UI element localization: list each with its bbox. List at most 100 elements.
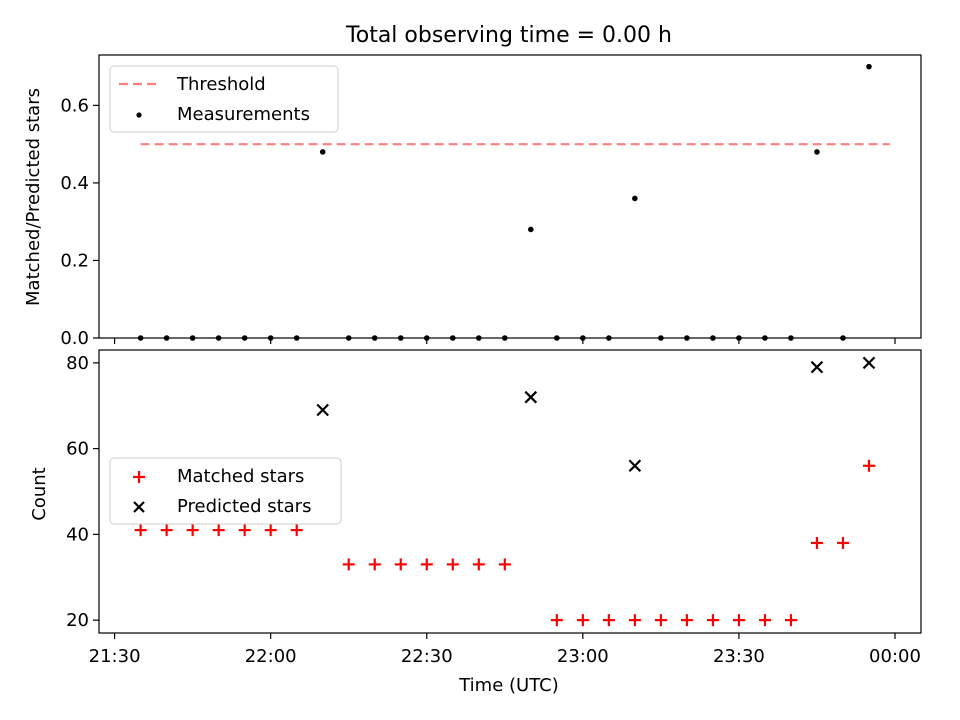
measurement-point bbox=[215, 335, 222, 341]
legend-measurements-marker bbox=[136, 112, 142, 118]
bottom-plot-frame bbox=[98, 349, 922, 634]
matched-star-point bbox=[602, 614, 615, 627]
x-tick-label: 21:30 bbox=[89, 646, 141, 667]
measurement-point bbox=[788, 335, 794, 341]
measurement-point bbox=[554, 335, 560, 341]
matched-star-point bbox=[810, 536, 823, 549]
x-tick-label: 23:30 bbox=[713, 646, 765, 667]
measurement-point bbox=[710, 335, 716, 341]
measurement-point bbox=[319, 149, 326, 155]
x-tick-label: 22:00 bbox=[245, 646, 297, 667]
measurement-point bbox=[762, 335, 768, 341]
legend-measurements-label: Measurements bbox=[177, 104, 310, 125]
matched-star-point bbox=[472, 558, 485, 571]
x-tick-label: 00:00 bbox=[869, 646, 921, 667]
matched-star-point bbox=[290, 524, 303, 537]
top-y-axis-label: Matched/Predicted stars bbox=[23, 88, 44, 306]
matched-star-point bbox=[186, 524, 199, 537]
measurement-point bbox=[293, 335, 300, 341]
measurement-point bbox=[449, 335, 456, 341]
measurement-point bbox=[163, 335, 170, 341]
matched-star-point bbox=[732, 614, 745, 627]
top-y-tick-label: 0.2 bbox=[60, 250, 89, 271]
measurement-point bbox=[866, 63, 872, 70]
bottom-y-tick-label: 40 bbox=[66, 524, 89, 545]
matched-star-point bbox=[498, 558, 511, 571]
x-tick-label: 23:00 bbox=[557, 646, 609, 667]
measurement-point bbox=[345, 335, 352, 341]
legend-matched-label: Matched stars bbox=[177, 466, 304, 487]
top-y-ticks: 0.0 0.2 0.4 0.6 bbox=[60, 95, 99, 349]
matched-star-point bbox=[446, 558, 459, 571]
matched-star-point bbox=[654, 614, 667, 627]
bottom-y-axis-label: Count bbox=[29, 467, 50, 520]
bottom-legend-box bbox=[109, 457, 342, 525]
measurement-point bbox=[814, 149, 820, 155]
x-tick-label: 22:30 bbox=[401, 646, 453, 667]
measurement-point bbox=[736, 335, 742, 341]
measurement-point bbox=[423, 335, 430, 341]
predicted-star-point bbox=[862, 356, 876, 370]
matched-star-point bbox=[238, 524, 251, 537]
measurement-point bbox=[475, 335, 482, 341]
matched-star-point bbox=[394, 558, 407, 571]
legend-matched-marker bbox=[133, 471, 145, 483]
matched-star-point bbox=[706, 614, 719, 627]
matched-star-point bbox=[342, 558, 355, 571]
legend-predicted-label: Predicted stars bbox=[177, 496, 311, 517]
predicted-star-point bbox=[316, 403, 329, 417]
measurement-point bbox=[840, 335, 846, 341]
matched-star-point bbox=[784, 614, 797, 627]
predicted-star-point bbox=[810, 360, 824, 374]
predicted-star-point bbox=[524, 390, 538, 404]
matched-star-point bbox=[160, 524, 173, 537]
matched-star-point bbox=[550, 614, 563, 627]
bottom-legend: Matched stars Predicted stars bbox=[109, 457, 342, 525]
measurement-point bbox=[241, 335, 248, 341]
matched-star-point bbox=[420, 558, 433, 571]
measurement-point bbox=[632, 195, 638, 202]
matched-star-point bbox=[758, 614, 771, 627]
predicted-stars-points bbox=[316, 356, 876, 473]
top-panel: 0.0 0.2 0.4 0.6 Matched/Predicted stars Thr… bbox=[23, 54, 922, 349]
matched-star-point bbox=[134, 524, 147, 537]
bottom-y-tick-label: 20 bbox=[66, 610, 89, 631]
bottom-y-ticks: 20 40 60 80 bbox=[66, 353, 99, 631]
matched-star-point bbox=[576, 614, 589, 627]
predicted-star-point bbox=[628, 459, 642, 473]
legend-predicted-marker bbox=[133, 501, 145, 513]
matched-star-point bbox=[680, 614, 693, 627]
top-y-tick-label: 0.6 bbox=[60, 95, 89, 116]
top-y-tick-label: 0.0 bbox=[60, 328, 89, 349]
measurement-point bbox=[606, 335, 612, 341]
bottom-y-tick-label: 60 bbox=[66, 439, 89, 460]
measurement-point bbox=[528, 226, 534, 233]
x-axis-label: Time (UTC) bbox=[458, 675, 559, 696]
matched-stars-points bbox=[134, 459, 875, 627]
measurement-point bbox=[397, 335, 404, 341]
measurement-point bbox=[684, 335, 690, 341]
matched-star-point bbox=[836, 536, 849, 549]
measurement-point bbox=[658, 335, 664, 341]
matched-star-point bbox=[212, 524, 225, 537]
measurement-point bbox=[267, 335, 274, 341]
measurement-point bbox=[189, 335, 196, 341]
legend-threshold-label: Threshold bbox=[176, 74, 266, 95]
bottom-x-ticks: 21:30 22:00 22:30 23:00 23:30 00:00 bbox=[89, 633, 921, 667]
bottom-y-tick-label: 80 bbox=[66, 353, 89, 374]
top-legend-box bbox=[109, 65, 339, 133]
matched-star-point bbox=[628, 614, 641, 627]
measurement-points bbox=[137, 63, 872, 341]
measurement-point bbox=[137, 335, 144, 341]
measurement-point bbox=[580, 335, 586, 341]
measurement-point bbox=[371, 335, 378, 341]
matched-star-point bbox=[264, 524, 277, 537]
top-y-tick-label: 0.4 bbox=[60, 173, 89, 194]
top-legend: Threshold Measurements bbox=[109, 65, 339, 133]
matched-star-point bbox=[368, 558, 381, 571]
matched-star-point bbox=[862, 459, 875, 472]
chart-title: Total observing time = 0.00 h bbox=[345, 23, 672, 48]
measurement-point bbox=[501, 335, 508, 341]
